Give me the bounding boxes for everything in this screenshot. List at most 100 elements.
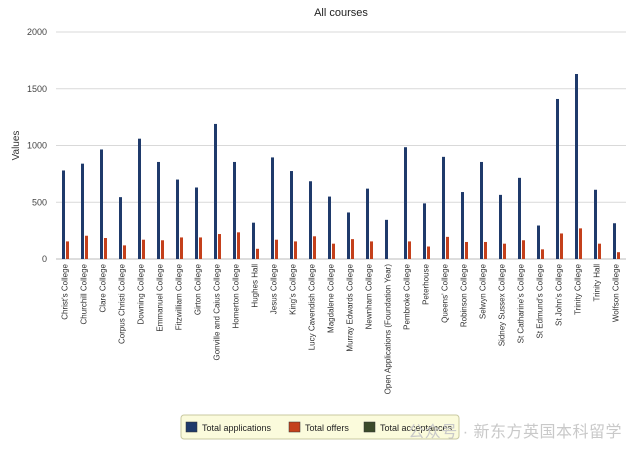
legend-box [180, 414, 460, 440]
bar-total-applications [575, 73, 578, 260]
bar-total-offers [104, 238, 107, 259]
x-tick-label: Trinity College [574, 263, 583, 314]
bar-total-applications [404, 147, 407, 259]
legend-label: Total applications [202, 423, 272, 433]
x-tick-label: Murray Edwards College [346, 263, 355, 351]
x-tick-label: Emmanuel College [156, 263, 165, 331]
y-axis-title: Values [11, 131, 22, 161]
bar-total-applications [309, 181, 312, 259]
legend-swatch [185, 421, 198, 433]
bar-total-applications [366, 188, 369, 259]
x-tick-label: Magdalene College [327, 263, 336, 332]
bar-total-offers [237, 232, 240, 259]
x-tick-label: Queens' College [441, 263, 450, 322]
bar-total-offers [332, 243, 335, 259]
x-tick-label: King's College [289, 263, 298, 314]
bar-total-applications [176, 179, 179, 259]
x-tick-label: Gonville and Caius College [213, 263, 222, 360]
bar-total-offers [465, 241, 468, 259]
bar-total-offers [218, 234, 221, 259]
x-tick-label: Robinson College [460, 263, 469, 327]
bar-total-offers [560, 233, 563, 259]
bar-total-applications [195, 187, 198, 259]
bar-total-offers [617, 252, 620, 259]
bar-total-offers [294, 241, 297, 259]
bar-total-applications [252, 222, 255, 259]
watermark-text: 公众号 · 新东方英国本科留学 [408, 424, 622, 441]
bar-total-applications [556, 98, 559, 259]
bar-total-offers [161, 240, 164, 259]
bar-total-offers [275, 239, 278, 259]
y-tick-label: 2000 [27, 27, 47, 37]
bar-total-applications [138, 138, 141, 259]
bar-total-applications [233, 161, 236, 259]
x-tick-label: Open Applications (Foundation Year) [384, 264, 393, 395]
legend-swatch [363, 421, 376, 433]
bar-total-offers [427, 246, 430, 259]
bar-total-offers [66, 241, 69, 259]
x-tick-label: Trinity Hall [593, 264, 602, 302]
x-tick-label: St John's College [555, 263, 564, 326]
bar-total-applications [613, 223, 616, 259]
x-tick-label: Homerton College [232, 263, 241, 328]
x-tick-label: Hughes Hall [251, 264, 260, 308]
bar-total-applications [480, 161, 483, 259]
chart-title: All courses [314, 7, 368, 19]
x-tick-label: Selwyn College [479, 263, 488, 319]
y-tick-label: 0 [42, 254, 47, 264]
bar-total-applications [537, 225, 540, 259]
bar-total-offers [598, 243, 601, 259]
legend-swatch [288, 421, 301, 433]
x-tick-label: Downing College [137, 263, 146, 324]
bar-total-applications [328, 196, 331, 259]
x-tick-label: Girton College [194, 263, 203, 315]
bar-total-offers [123, 245, 126, 259]
bar-total-offers [313, 236, 316, 259]
x-tick-label: Christ's College [61, 263, 70, 319]
bar-total-offers [256, 248, 259, 259]
x-tick-label: Lucy Cavendish College [308, 263, 317, 350]
legend-label: Total offers [305, 423, 349, 433]
x-tick-label: Wolfson College [612, 263, 621, 322]
bar-total-offers [484, 241, 487, 259]
y-tick-label: 500 [32, 197, 47, 207]
bar-total-offers [370, 241, 373, 259]
bar-total-applications [100, 149, 103, 259]
x-tick-label: Clare College [99, 263, 108, 312]
bar-total-applications [423, 203, 426, 259]
y-tick-label: 1000 [27, 141, 47, 151]
bar-total-applications [157, 161, 160, 259]
x-tick-label: Sidney Sussex College [498, 263, 507, 346]
x-tick-label: Pembroke College [403, 263, 412, 329]
bar-total-offers [408, 241, 411, 259]
x-tick-label: Peterhouse [422, 263, 431, 304]
bar-total-offers [446, 236, 449, 259]
x-tick-label: Jesus College [270, 263, 279, 314]
bar-total-offers [142, 239, 145, 259]
bar-total-offers [522, 240, 525, 259]
bar-total-applications [290, 171, 293, 259]
bar-total-applications [119, 197, 122, 259]
x-tick-label: Newnham College [365, 263, 374, 329]
bar-total-applications [442, 156, 445, 259]
bar-total-applications [518, 177, 521, 259]
bar-total-applications [214, 123, 217, 259]
y-tick-label: 1500 [27, 84, 47, 94]
bar-total-applications [385, 219, 388, 259]
bar-total-applications [271, 157, 274, 259]
bar-total-applications [62, 170, 65, 259]
bar-total-offers [503, 243, 506, 259]
bar-total-offers [351, 239, 354, 259]
bar-total-applications [347, 212, 350, 259]
bar-total-offers [579, 228, 582, 259]
bar-total-offers [541, 249, 544, 259]
x-tick-label: Churchill College [80, 263, 89, 324]
legend-label: Total acceptances [380, 423, 453, 433]
bar-total-applications [461, 192, 464, 259]
x-tick-label: Fitzwilliam College [175, 263, 184, 330]
bar-total-offers [180, 237, 183, 259]
bar-total-applications [594, 189, 597, 259]
bar-total-offers [85, 235, 88, 259]
